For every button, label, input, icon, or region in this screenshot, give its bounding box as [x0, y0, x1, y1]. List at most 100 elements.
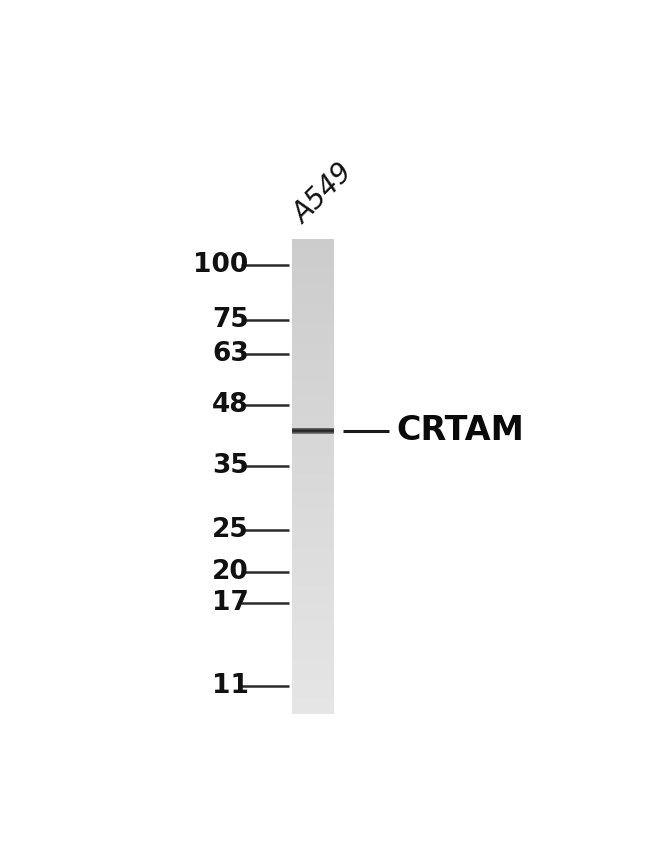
- Bar: [292, 305, 334, 308]
- Bar: [292, 317, 334, 320]
- Bar: [292, 636, 334, 638]
- Bar: [292, 381, 334, 384]
- Bar: [292, 329, 334, 332]
- Bar: [292, 712, 334, 714]
- Bar: [292, 551, 334, 552]
- Bar: [292, 451, 334, 453]
- Bar: [292, 664, 334, 667]
- Bar: [292, 365, 334, 367]
- Bar: [292, 289, 334, 291]
- Bar: [292, 445, 334, 448]
- Bar: [292, 422, 334, 424]
- Bar: [292, 567, 334, 569]
- Bar: [292, 429, 334, 432]
- Text: A549: A549: [288, 158, 359, 229]
- Bar: [292, 293, 334, 296]
- Bar: [292, 588, 334, 591]
- Bar: [292, 671, 334, 674]
- Bar: [292, 522, 334, 524]
- Bar: [292, 281, 334, 284]
- Bar: [292, 260, 334, 262]
- Bar: [292, 379, 334, 381]
- Bar: [292, 391, 334, 393]
- Bar: [292, 598, 334, 600]
- Bar: [292, 627, 334, 628]
- Bar: [292, 455, 334, 457]
- Text: 17: 17: [212, 590, 249, 616]
- Bar: [292, 638, 334, 640]
- Bar: [292, 555, 334, 557]
- Bar: [292, 348, 334, 351]
- Bar: [292, 322, 334, 324]
- Bar: [292, 488, 334, 491]
- Bar: [292, 569, 334, 572]
- Bar: [292, 676, 334, 679]
- Bar: [292, 320, 334, 322]
- Bar: [292, 493, 334, 496]
- Bar: [292, 667, 334, 669]
- Bar: [292, 557, 334, 560]
- Bar: [292, 650, 334, 652]
- Bar: [292, 412, 334, 415]
- Bar: [292, 301, 334, 303]
- Bar: [292, 400, 334, 403]
- Bar: [292, 517, 334, 519]
- Bar: [292, 344, 334, 345]
- Bar: [292, 472, 334, 475]
- Bar: [292, 298, 334, 301]
- Bar: [292, 286, 334, 289]
- Bar: [292, 453, 334, 455]
- Bar: [292, 695, 334, 698]
- Bar: [292, 408, 334, 410]
- Bar: [292, 703, 334, 705]
- Bar: [292, 545, 334, 548]
- Bar: [292, 475, 334, 476]
- Bar: [292, 410, 334, 412]
- Bar: [292, 246, 334, 248]
- Bar: [292, 239, 334, 241]
- Bar: [292, 296, 334, 298]
- Text: 48: 48: [212, 392, 249, 418]
- Bar: [292, 393, 334, 396]
- Bar: [292, 536, 334, 539]
- Bar: [292, 503, 334, 505]
- Bar: [292, 303, 334, 305]
- Bar: [292, 631, 334, 634]
- Bar: [292, 591, 334, 593]
- Bar: [292, 427, 334, 429]
- Bar: [292, 424, 334, 427]
- Bar: [292, 510, 334, 512]
- Bar: [292, 562, 334, 564]
- Bar: [292, 681, 334, 683]
- Bar: [292, 524, 334, 527]
- Bar: [292, 341, 334, 344]
- Bar: [292, 389, 334, 391]
- Bar: [292, 336, 334, 339]
- Bar: [292, 248, 334, 251]
- Bar: [292, 527, 334, 529]
- Bar: [292, 646, 334, 648]
- Bar: [292, 386, 334, 389]
- Bar: [292, 351, 334, 353]
- Bar: [292, 441, 334, 443]
- Bar: [292, 360, 334, 363]
- Bar: [292, 624, 334, 627]
- Bar: [292, 498, 334, 500]
- Bar: [292, 436, 334, 439]
- Bar: [292, 643, 334, 646]
- Bar: [292, 432, 334, 433]
- Bar: [292, 610, 334, 612]
- Bar: [292, 327, 334, 329]
- Bar: [292, 648, 334, 650]
- Bar: [292, 548, 334, 551]
- Bar: [292, 448, 334, 451]
- Bar: [292, 403, 334, 405]
- Bar: [292, 467, 334, 469]
- Bar: [292, 655, 334, 657]
- Bar: [292, 469, 334, 472]
- Bar: [292, 464, 334, 467]
- Text: 25: 25: [212, 516, 249, 543]
- Bar: [292, 622, 334, 624]
- Bar: [292, 251, 334, 253]
- Bar: [292, 315, 334, 317]
